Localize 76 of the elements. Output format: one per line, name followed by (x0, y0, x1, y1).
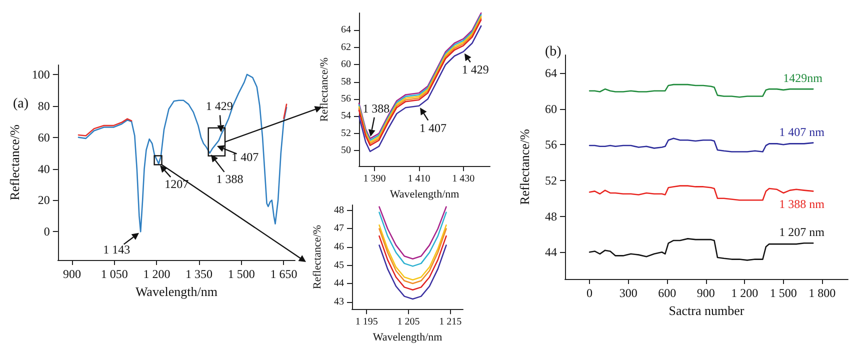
x-tick-label: 1 350 (186, 267, 213, 281)
x-tick-label: 1 205 (397, 316, 420, 328)
annotation: 1 388 (216, 172, 244, 186)
chart-title: (b) (545, 44, 562, 60)
y-tick-label: 52 (341, 128, 351, 139)
y-tick-label: 80 (38, 98, 50, 113)
annotation: 1 407 (419, 120, 446, 135)
x-axis-title: Wavelength/nm (135, 284, 218, 299)
y-tick-label: 56 (341, 94, 351, 105)
x-tick-label: 1 410 (408, 174, 430, 185)
x-tick-label: 600 (658, 286, 676, 300)
line-series (378, 212, 447, 267)
y-tick-label: 64 (341, 24, 351, 36)
y-tick-label: 45 (334, 260, 344, 271)
y-tick-label: 44 (545, 245, 557, 260)
annotation: 1207 (164, 176, 189, 191)
y-axis-title: Reflectance/% (312, 224, 324, 290)
y-tick-label: 46 (334, 242, 344, 253)
x-axis-title: Sactra number (668, 302, 745, 318)
y-axis-title: Reflectance/% (318, 57, 331, 122)
x-tick-label: 1 050 (100, 267, 128, 281)
x-tick-label: 900 (63, 267, 82, 281)
y-tick-label: 60 (341, 59, 351, 70)
series-label: 1 207 nm (779, 225, 826, 240)
series-label: 1 407 nm (779, 124, 826, 139)
x-tick-label: 1 500 (770, 286, 797, 300)
y-tick-label: 60 (545, 102, 557, 116)
x-tick-label: 0 (586, 286, 593, 300)
y-tick-label: 54 (341, 110, 351, 122)
y-tick-label: 43 (334, 296, 344, 308)
annotation: 1 388 (362, 102, 390, 116)
y-tick-label: 50 (341, 145, 351, 156)
line-series (588, 238, 814, 261)
y-tick-label: 48 (545, 209, 557, 224)
line-series (588, 84, 814, 98)
annotation: 1 429 (462, 62, 489, 77)
annotation: 1 143 (103, 242, 130, 257)
y-tick-label: 0 (44, 224, 50, 239)
x-tick-label: 1 390 (363, 174, 386, 185)
x-tick-label: 1 650 (270, 267, 298, 281)
y-tick-label: 56 (545, 138, 557, 152)
y-axis-title: Reflectance/% (7, 124, 22, 200)
series-label: 1429nm (783, 71, 824, 86)
line-series (588, 185, 814, 201)
x-axis-title: Wavelength/nm (372, 332, 443, 344)
y-tick-label: 40 (38, 162, 50, 176)
x-tick-label: 900 (696, 286, 715, 300)
y-tick-label: 48 (334, 204, 344, 216)
text: (a) (13, 96, 29, 112)
line-series (378, 206, 447, 260)
y-tick-label: 52 (545, 173, 557, 188)
series-label: 1 388 nm (779, 197, 826, 212)
annotation: 1 429 (206, 99, 233, 114)
line-series (78, 74, 288, 232)
annotation: 1 407 (232, 150, 259, 164)
y-tick-label: 20 (38, 193, 50, 208)
x-tick-label: 1 200 (143, 267, 170, 281)
y-tick-label: 100 (32, 67, 50, 82)
y-tick-label: 60 (38, 130, 50, 144)
y-tick-label: 47 (334, 223, 344, 234)
x-tick-label: 1 195 (355, 316, 378, 328)
y-tick-label: 58 (341, 76, 351, 88)
y-axis-title: Reflectance/% (517, 128, 532, 205)
line-series (588, 138, 814, 152)
x-tick-label: 1 500 (228, 267, 255, 281)
x-tick-label: 1 200 (731, 286, 758, 300)
x-tick-label: 1 800 (808, 286, 836, 300)
x-tick-label: 1 215 (439, 316, 462, 328)
x-tick-label: 1 430 (452, 174, 475, 185)
y-tick-label: 44 (334, 278, 344, 290)
y-tick-label: 64 (545, 66, 557, 80)
line-series (378, 235, 447, 291)
x-tick-label: 300 (619, 286, 638, 300)
x-axis-title: Wavelength/nm (390, 188, 460, 200)
line-series (378, 244, 447, 300)
y-tick-label: 62 (341, 42, 351, 53)
